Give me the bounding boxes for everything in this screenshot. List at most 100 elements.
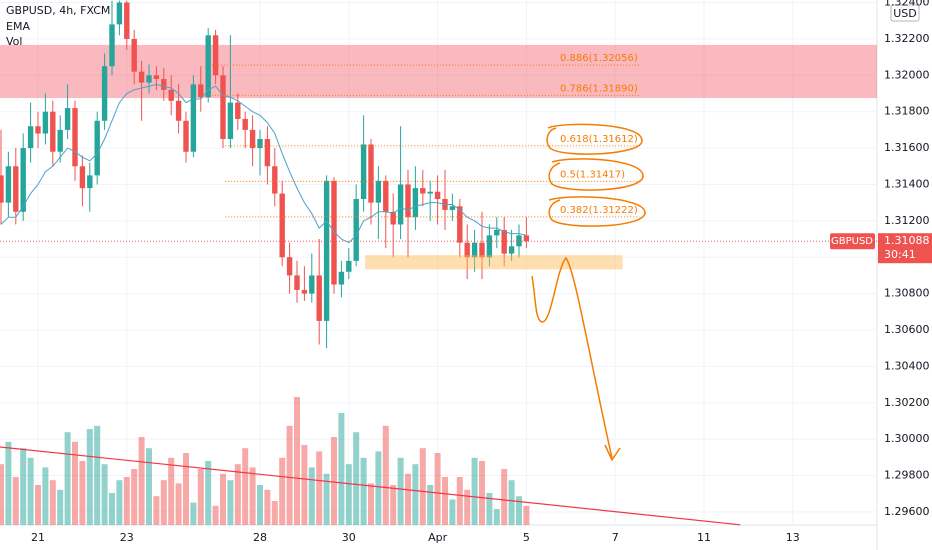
candle-body [279, 193, 285, 258]
volume-bar [168, 457, 175, 525]
volume-bar [86, 429, 93, 525]
volume-bar [219, 473, 226, 525]
volume-bar [338, 413, 345, 525]
volume-bar [367, 483, 374, 525]
volume-bar [464, 489, 471, 525]
volume-bar [153, 496, 160, 525]
candle-body [0, 175, 4, 203]
volume-bar [360, 457, 367, 525]
volume-bar [523, 505, 530, 525]
candle-body [479, 242, 485, 258]
y-tick-label: 1.32400 [884, 0, 930, 9]
candle-body [57, 129, 63, 152]
candle-body [494, 229, 500, 236]
candle-body [124, 2, 130, 39]
candle-body [331, 180, 337, 285]
y-tick-label: 1.31800 [884, 105, 930, 118]
volume-bar [160, 480, 167, 525]
x-tick-label: 21 [31, 531, 45, 544]
ellipse-annotation [548, 196, 646, 227]
volume-bar [301, 445, 308, 525]
plot: 0.886(1.32056) 0.786(1.31890) 0.618(1.3161… [0, 0, 877, 526]
candle-body [101, 66, 108, 121]
volume-bar [190, 502, 197, 525]
candle-body [323, 180, 330, 321]
fib-label: 0.382(1.31222) [560, 205, 638, 216]
volume-bar [205, 461, 212, 525]
currency-box[interactable] [890, 4, 920, 22]
volume-bar [353, 432, 360, 525]
volume-bar [508, 480, 515, 525]
candle-body [79, 166, 86, 189]
candle-body [286, 257, 293, 276]
volume-bar [286, 425, 293, 525]
candle-body [353, 199, 359, 261]
arrow-head [604, 444, 621, 462]
volume-bar [175, 483, 182, 525]
volume-bar [94, 425, 101, 525]
volume-bar [404, 473, 411, 525]
candle-body [309, 275, 315, 294]
ema-line [0, 83, 527, 244]
x-tick-label: 11 [697, 531, 711, 544]
symbol-tag-label: GBPUSD [831, 236, 873, 247]
volume-bar [57, 489, 64, 525]
y-tick-label: 1.31600 [884, 141, 930, 154]
volume-bar [20, 448, 27, 525]
volume-bar [449, 499, 456, 525]
volume-bar [456, 477, 463, 525]
volume-bar [316, 451, 323, 525]
currency-label[interactable]: USD [893, 7, 917, 20]
candle-body [190, 84, 197, 152]
candle-body [464, 242, 470, 258]
candle-body [94, 120, 100, 176]
fib-label: 0.886(1.32056) [560, 53, 638, 64]
indicator-label: Vol [6, 35, 22, 48]
candle-body [161, 78, 167, 90]
y-tick-label: 1.29800 [884, 469, 930, 482]
x-tick-label: 23 [120, 531, 134, 544]
candle-body [183, 120, 189, 152]
candle-body [131, 38, 137, 72]
candle-body [42, 111, 49, 134]
candle-body [301, 289, 308, 294]
price-tag-label: 1.31088 [884, 234, 930, 247]
fib-label: 0.786(1.31890) [560, 83, 638, 94]
candle-body [523, 235, 530, 242]
candle-body [449, 206, 456, 210]
volume-bar [419, 448, 426, 525]
y-tick-label: 1.31400 [884, 177, 930, 190]
volume-bar [138, 437, 145, 525]
candle-body [501, 229, 507, 254]
candle-body [5, 166, 12, 203]
volume-bar [412, 464, 419, 525]
candle-body [368, 144, 374, 203]
candle-body [235, 102, 241, 119]
trend-line [0, 446, 741, 526]
volume-bar [182, 453, 189, 525]
volume-bar [486, 493, 493, 525]
candle-body [220, 75, 226, 139]
candle-body [434, 191, 441, 200]
fib-label: 0.5(1.31417) [560, 169, 625, 180]
y-tick-label: 1.30800 [884, 287, 930, 300]
y-tick-label: 1.32200 [884, 32, 930, 45]
volume-bar [5, 441, 12, 525]
y-tick-label: 1.32000 [884, 68, 930, 81]
volume-bar [330, 437, 337, 525]
volume-bar [501, 469, 508, 525]
y-tick-label: 1.30200 [884, 396, 930, 409]
volume-bar [279, 457, 286, 525]
x-tick-label: 28 [253, 531, 267, 544]
symbol-title: GBPUSD, 4h, FXCM [6, 4, 110, 17]
volume-bar [293, 397, 300, 525]
x-tick-label: Apr [428, 531, 448, 544]
indicator-label: EMA [6, 20, 30, 33]
volume-bar [345, 464, 352, 525]
candle-body [516, 235, 522, 247]
volume-bar [493, 509, 500, 525]
candle-body [153, 75, 160, 79]
volume-bar [515, 496, 522, 525]
candle-body [360, 144, 367, 200]
